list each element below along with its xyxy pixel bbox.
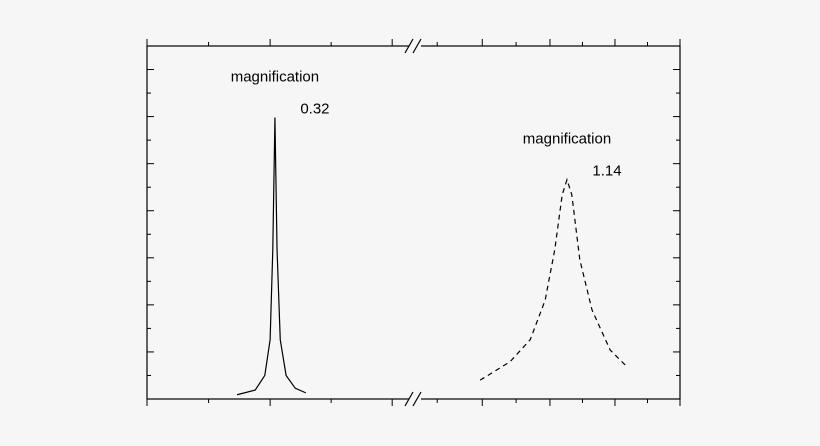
series-line (236, 117, 307, 396)
annotation: magnification 1.14 (523, 131, 622, 180)
annotation-text: 1.14 (592, 163, 621, 180)
axis-break (404, 38, 422, 407)
annotation-text: magnification (523, 131, 611, 148)
annotation: magnification 0.32 (231, 69, 330, 118)
annotation-text: 0.32 (300, 101, 329, 118)
plot-frame (146, 45, 681, 400)
series-line (479, 177, 628, 381)
annotation-text: magnification (231, 69, 319, 86)
